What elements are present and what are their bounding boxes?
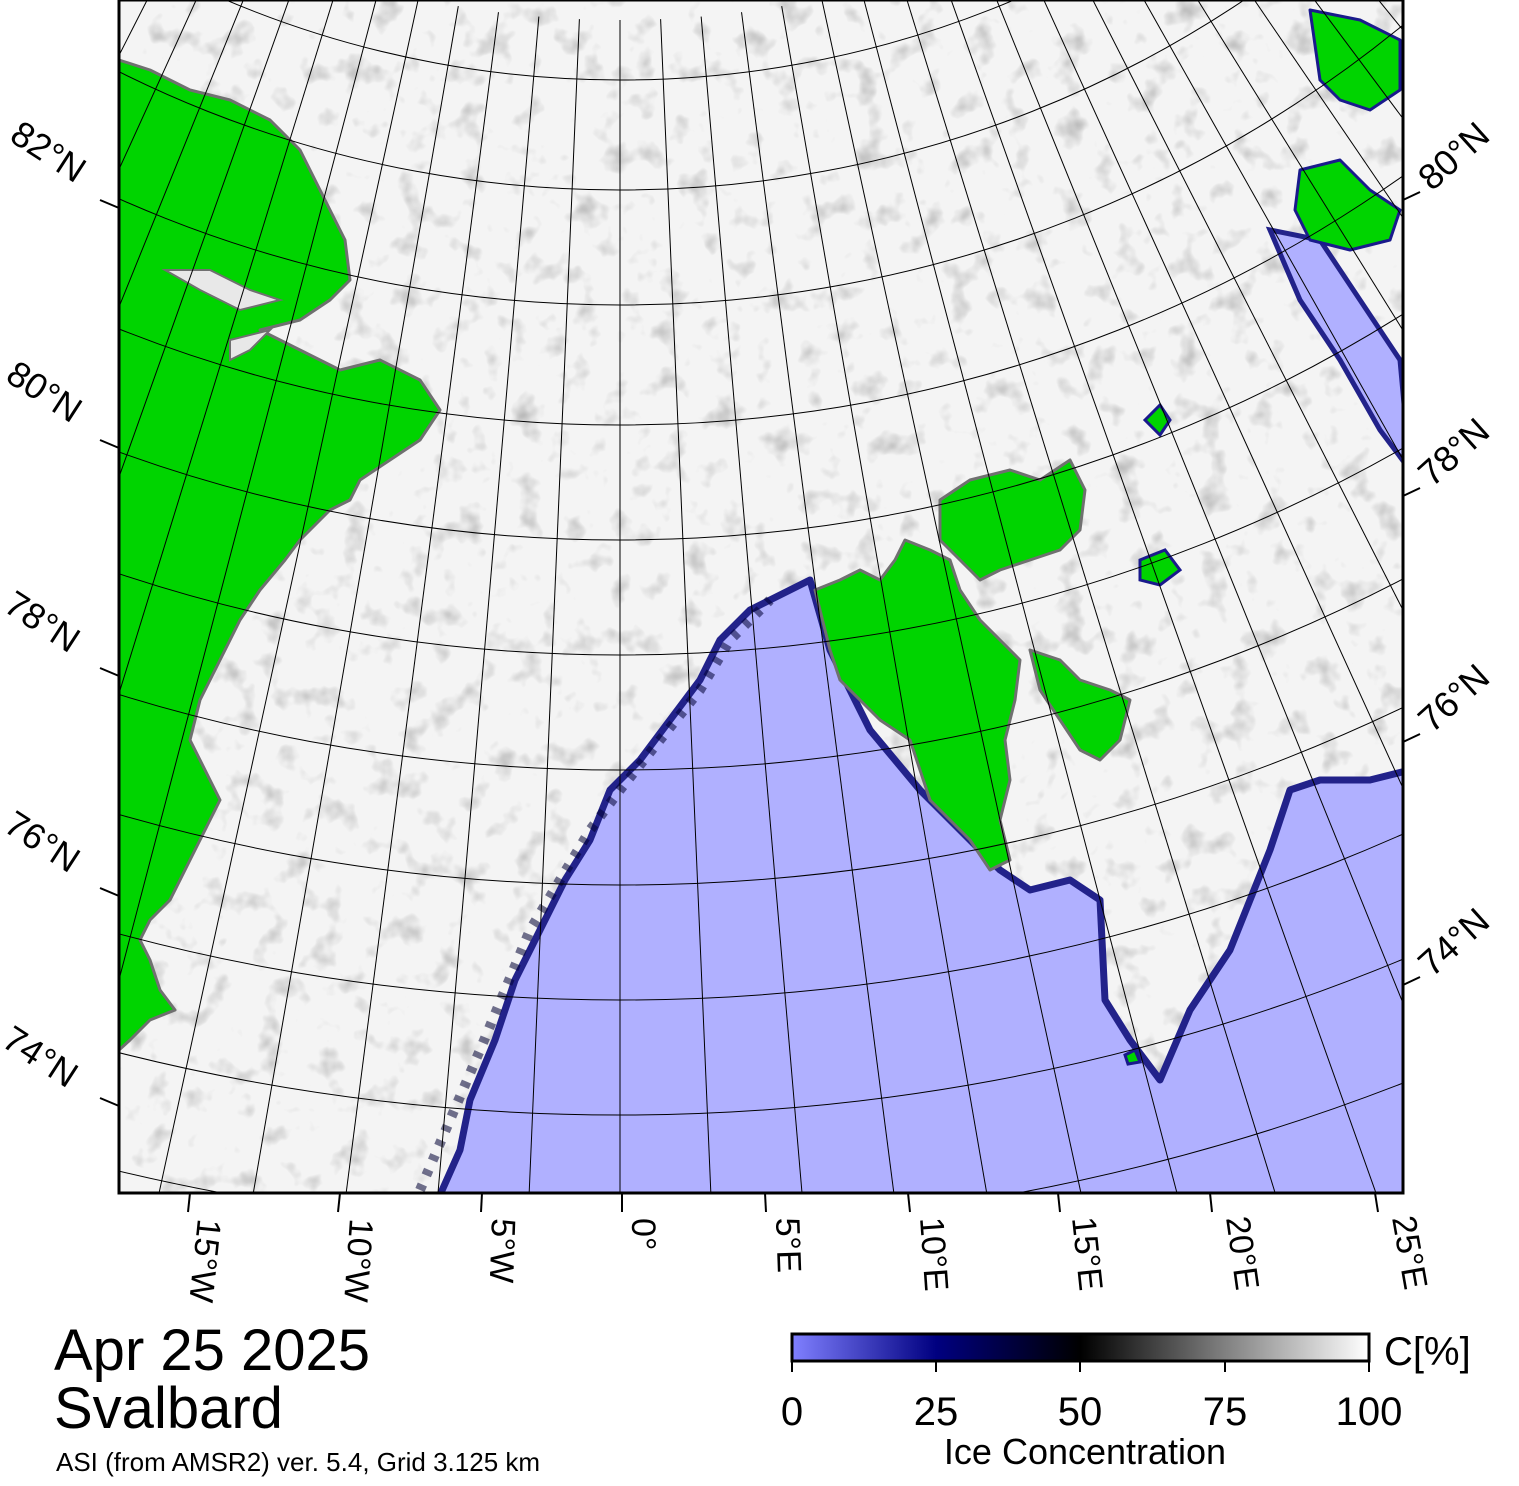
lat-label-right-74: 74°N [1410,900,1497,984]
lon-label-5e: 5°E [768,1217,808,1273]
lon-label-10w: 10°W [336,1217,380,1303]
meridian-line [437,16,540,1193]
colorbar [790,1332,1371,1372]
map-frame [117,0,1405,1195]
open-water-region [437,576,1403,1193]
greenland-fjord [161,269,284,312]
lat-labels-left: 82°N 80°N 78°N 76°N 74°N [0,112,93,1095]
meridian-line [1253,0,1403,219]
ice-edge-band [415,596,774,1192]
franz-josef-land [1293,8,1402,252]
colorbar-tick-100: 100 [1335,1390,1403,1434]
tick-marks [99,191,1421,1213]
lat-label-right-80: 80°N [1410,114,1497,198]
greenland-fjord-2 [229,328,274,362]
colorbar-unit: C[%] [1384,1330,1471,1374]
meridian-line [345,12,499,1193]
lon-label-25e: 25°E [1384,1213,1434,1293]
lat-label-left-76: 76°N [0,802,87,880]
meridian-line [996,0,1403,1005]
edgeoya-land [1028,648,1132,762]
lat-label-right-76: 76°N [1410,656,1497,740]
map-date: Apr 25 2025 [54,1318,371,1383]
meridian-line [1411,0,1519,400]
meridian-line [906,0,1276,1193]
colorbar-tick-50: 50 [1057,1390,1103,1434]
lon-label-5w: 5°W [482,1218,522,1284]
lat-label-left-74: 74°N [0,1017,85,1095]
meridian-line [1388,0,1519,484]
lat-label-left-82: 82°N [4,112,94,190]
colorbar-gradient [790,1332,1371,1363]
colorbar-title: Ice Concentration [943,1431,1227,1472]
meridian-line [1313,0,1403,120]
nordaustlandet-land [938,458,1087,582]
meridian-line [781,6,988,1193]
meridian-line [1197,0,1403,332]
bjornoya-land [1123,1047,1143,1066]
meridian-line [700,16,803,1193]
meridian-line [660,19,712,1193]
lat-label-left-78: 78°N [0,582,87,660]
lat-label-left-80: 80°N [0,352,89,430]
colorbar-tick-75: 75 [1202,1390,1248,1434]
meridian-line [1092,0,1403,612]
meridian-line [528,19,580,1193]
lon-label-20e: 20°E [1218,1214,1266,1293]
lon-label-0: 0° [624,1218,662,1251]
meridian-line [741,12,895,1193]
open-water-lead-northeast [1265,226,1403,465]
lat-labels-right: 80°N 78°N 76°N 74°N [1410,114,1497,984]
map-area [119,0,1403,1193]
meridian-line [119,0,377,982]
greenland-land [119,58,442,1052]
lon-label-15w: 15°W [181,1217,228,1304]
spitsbergen-land [813,538,1022,872]
colorbar-tick-0: 0 [780,1390,804,1434]
meridian-line [821,0,1082,1193]
meridian-line [119,0,244,309]
meridian-line [119,0,334,696]
lon-labels-bottom: 15°W 10°W 5°W 0° 5°E 10°E 15°E 20°E 25°E [181,1213,1434,1304]
map-region: Svalbard [54,1376,283,1441]
meridian-line [119,0,197,171]
meridian-line [252,6,459,1193]
meridian-line [1043,0,1403,790]
meridian-line [863,0,1178,1193]
meridian-line [950,0,1377,1193]
lon-label-10e: 10°E [912,1216,955,1293]
product-info: ASI (from AMSR2) ver. 5.4, Grid 3.125 km [56,1447,541,1477]
colorbar-tick-25: 25 [913,1390,959,1434]
meridian-line [1143,0,1403,461]
meridian-line [158,0,419,1193]
meridian-line [119,0,290,479]
lat-label-right-78: 78°N [1410,410,1497,494]
lon-label-15e: 15°E [1064,1215,1110,1293]
colorbar-ticks [791,1361,1370,1372]
